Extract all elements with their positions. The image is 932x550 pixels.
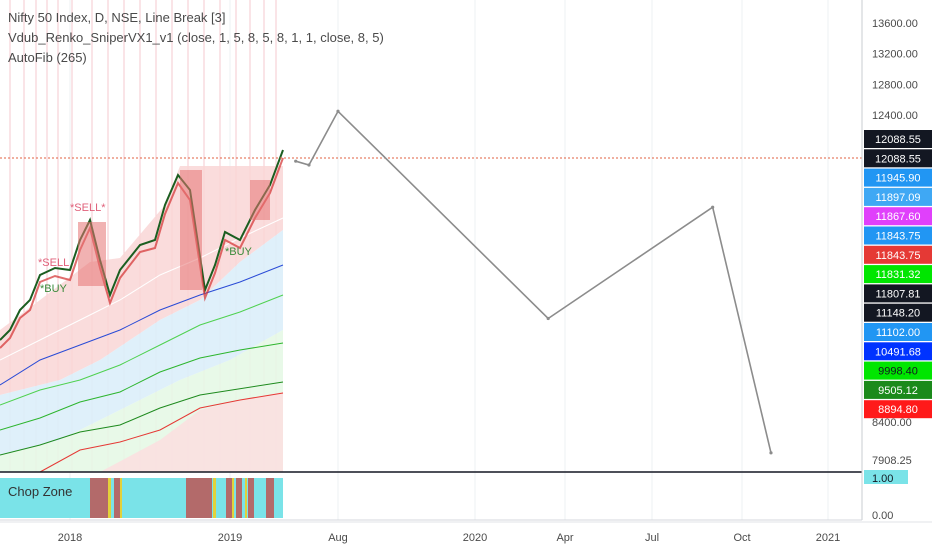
fib-line bbox=[0, 342, 284, 431]
history-region: *SELL* *SELL *BUY *BUY bbox=[0, 0, 284, 473]
price-label-box bbox=[864, 323, 932, 341]
chop-bar bbox=[236, 478, 242, 518]
sell-signal: *SELL bbox=[38, 257, 69, 269]
projection-point bbox=[546, 316, 550, 321]
price-label-text: 9998.40 bbox=[878, 366, 918, 378]
chop-tick-box bbox=[864, 470, 908, 484]
price-tick-label: 12400.00 bbox=[872, 110, 918, 122]
chop-bar bbox=[90, 478, 108, 518]
price-tick-label: 13200.00 bbox=[872, 49, 918, 61]
chop-bar bbox=[245, 478, 247, 518]
chop-bar bbox=[248, 478, 254, 518]
projection-point bbox=[769, 451, 773, 455]
chop-bar bbox=[232, 478, 234, 518]
price-label-text: 11867.60 bbox=[875, 211, 920, 223]
price-label-box bbox=[864, 342, 932, 361]
chop-bar bbox=[213, 478, 216, 518]
legend-indicator-autofib[interactable]: AutoFib (265) bbox=[8, 50, 87, 65]
chop-bar bbox=[108, 478, 111, 518]
fib-line bbox=[0, 294, 284, 406]
price-label-box bbox=[864, 400, 932, 419]
time-tick-label: Oct bbox=[733, 532, 750, 544]
price-label-text: 9505.12 bbox=[878, 385, 918, 397]
time-tick-label: Aug bbox=[328, 532, 348, 544]
legend-indicator-renko[interactable]: Vdub_Renko_SniperVX1_v1 (close, 1, 5, 8,… bbox=[8, 30, 384, 45]
buy-signal: *BUY bbox=[225, 246, 253, 258]
time-tick-label: Apr bbox=[556, 532, 573, 544]
price-label-box bbox=[864, 168, 932, 187]
price-label-text: 11831.32 bbox=[875, 269, 920, 281]
sell-signal: *SELL* bbox=[70, 202, 106, 214]
price-label-box bbox=[864, 130, 932, 148]
chop-tick-label: 1.00 bbox=[872, 473, 893, 485]
price-label-text: 11945.90 bbox=[875, 173, 920, 185]
fib-line bbox=[0, 264, 284, 386]
price-line-shadow bbox=[0, 157, 284, 349]
price-label-text: 11843.75 bbox=[875, 250, 920, 262]
price-label-box bbox=[864, 149, 932, 168]
chop-zone-label[interactable]: Chop Zone bbox=[8, 484, 73, 499]
projection-point bbox=[336, 109, 340, 113]
price-label-text: 11148.20 bbox=[876, 308, 920, 320]
price-label-text: 11807.81 bbox=[875, 288, 920, 300]
price-label-box bbox=[864, 284, 932, 303]
legend-title[interactable]: Nifty 50 Index, D, NSE, Line Break [3] bbox=[8, 10, 226, 25]
price-label-text: 11897.09 bbox=[875, 192, 920, 204]
chop-label-bg bbox=[0, 478, 86, 518]
renko-box bbox=[78, 222, 106, 286]
price-tick-label: 8400.00 bbox=[872, 417, 912, 429]
grid-lines bbox=[69, 0, 829, 520]
projection-point bbox=[294, 159, 298, 163]
price-tick-label: 7908.25 bbox=[872, 455, 912, 467]
price-axis: 13600.00 13200.00 12800.00 12400.00 8400.00 7… bbox=[861, 0, 932, 520]
chop-bar bbox=[114, 478, 122, 518]
projection-point bbox=[307, 163, 311, 167]
time-tick-label: 2019 bbox=[218, 532, 242, 544]
price-tick-label: 12800.00 bbox=[872, 79, 918, 91]
price-label-box bbox=[864, 380, 932, 399]
fib-line bbox=[0, 381, 284, 456]
price-label-text: 10491.68 bbox=[875, 346, 921, 358]
chop-bar bbox=[186, 478, 212, 518]
price-label-box bbox=[864, 187, 932, 206]
time-tick-label: 2018 bbox=[58, 532, 82, 544]
chart-legend: Nifty 50 Index, D, NSE, Line Break [3] V… bbox=[8, 8, 384, 68]
price-label-box bbox=[864, 265, 932, 284]
chop-bar bbox=[226, 478, 232, 518]
fib-zone-red bbox=[0, 166, 283, 395]
chop-bar bbox=[120, 478, 122, 518]
price-label-text: 12088.55 bbox=[875, 134, 921, 146]
price-label-box bbox=[864, 303, 932, 322]
price-label-text: 12088.55 bbox=[875, 153, 921, 165]
price-line bbox=[0, 149, 284, 341]
time-tick-label: Jul bbox=[645, 532, 659, 544]
renko-box bbox=[250, 180, 270, 220]
price-label-text: 8894.80 bbox=[878, 404, 918, 416]
price-tick-label: 13600.00 bbox=[872, 18, 918, 30]
fib-line bbox=[0, 217, 284, 361]
time-tick-label: 2020 bbox=[463, 532, 487, 544]
price-label-text: 11102.00 bbox=[876, 327, 920, 339]
projection-line bbox=[295, 109, 772, 453]
fib-zone-blue bbox=[0, 230, 283, 455]
price-label-box bbox=[864, 245, 932, 264]
price-label-box bbox=[864, 361, 932, 380]
chop-zone-pane: 1.001.000.00 bbox=[0, 470, 908, 522]
price-label-box bbox=[864, 226, 932, 245]
projection-point bbox=[711, 205, 715, 209]
fib-zone-low-red bbox=[100, 392, 283, 472]
chop-bar bbox=[266, 478, 274, 518]
time-tick-label: 2021 bbox=[816, 532, 840, 544]
chop-tick-label: 0.00 bbox=[872, 510, 893, 522]
price-label-box bbox=[864, 207, 932, 226]
buy-signal: *BUY bbox=[40, 283, 68, 295]
time-axis: 2018 2019 Aug 2020 Apr Jul Oct 2021 bbox=[0, 521, 932, 544]
renko-box bbox=[180, 170, 202, 290]
fib-line bbox=[39, 392, 284, 473]
price-label-text: 11843.75 bbox=[875, 231, 920, 243]
